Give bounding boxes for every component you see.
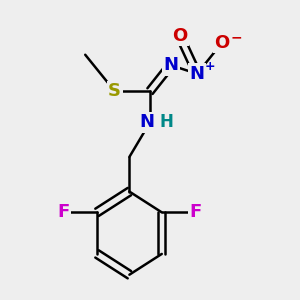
Text: H: H — [159, 113, 173, 131]
Text: O: O — [172, 27, 187, 45]
Text: −: − — [230, 30, 242, 44]
Text: F: F — [57, 203, 69, 221]
Text: +: + — [205, 60, 216, 74]
Text: N: N — [163, 56, 178, 74]
Text: O: O — [214, 34, 230, 52]
Text: N: N — [140, 113, 154, 131]
Text: S: S — [108, 82, 121, 100]
Text: N: N — [190, 65, 205, 83]
Text: F: F — [190, 203, 202, 221]
